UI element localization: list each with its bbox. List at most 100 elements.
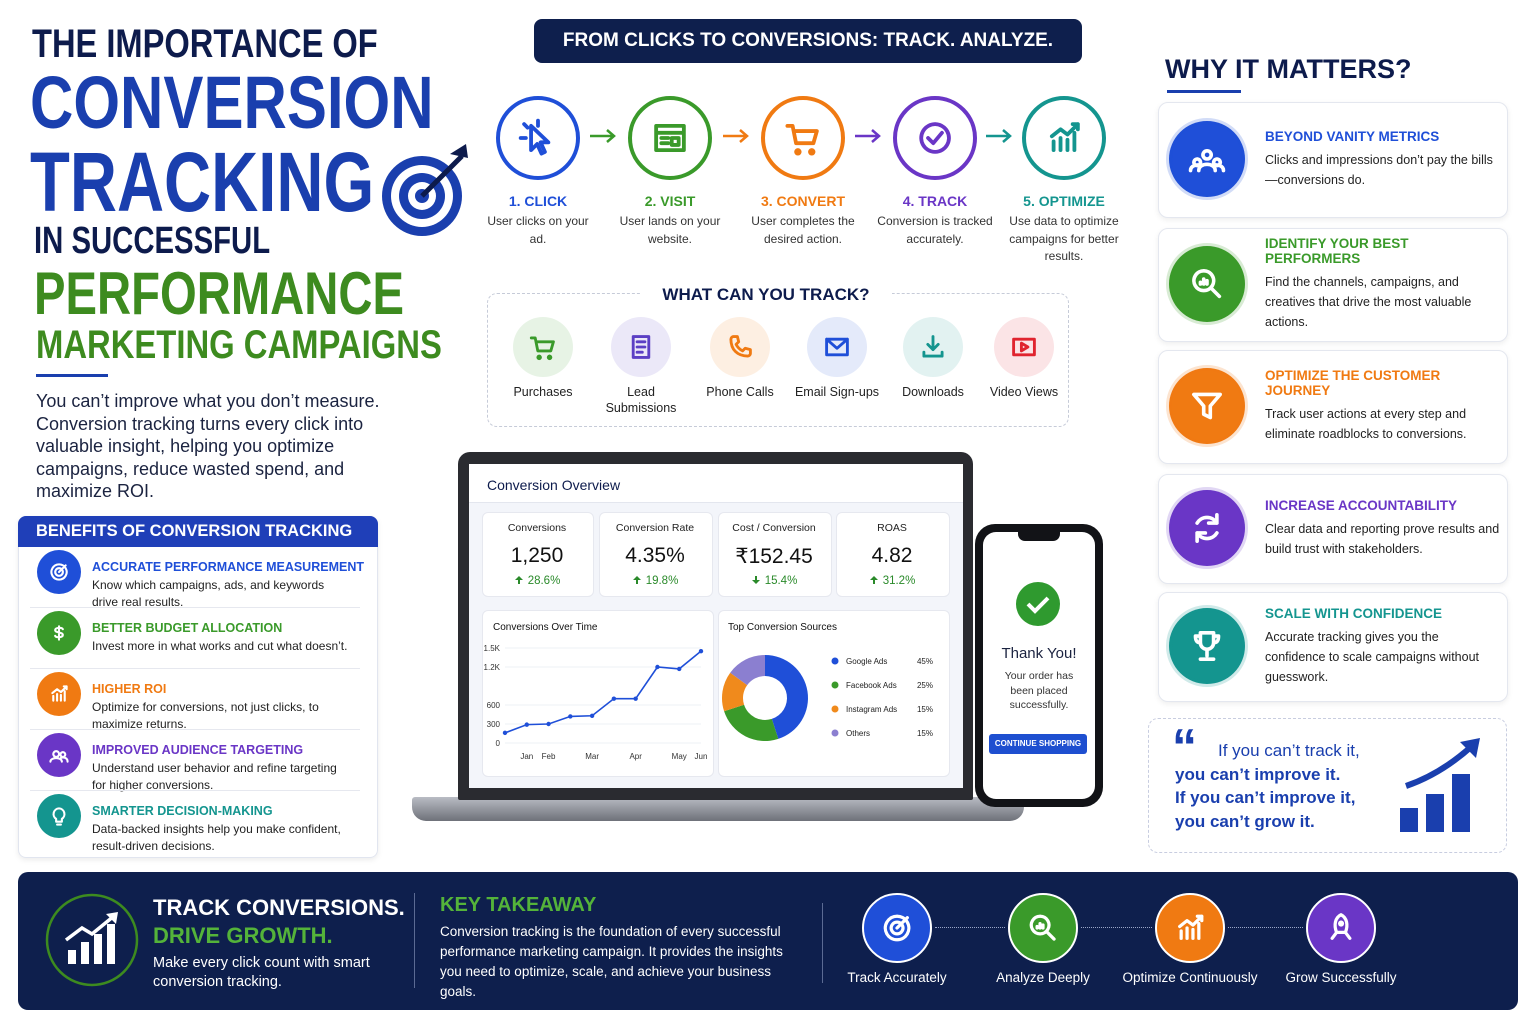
icon-glyph: [1192, 269, 1222, 299]
icon-glyph: [1192, 392, 1222, 420]
kpi-change: 19.8%: [645, 575, 679, 587]
footer-step-label: Grow Successfully: [1285, 970, 1397, 985]
icon-glyph: [50, 563, 68, 581]
point: [698, 648, 704, 654]
donut-chart: Top Conversion Sources Google Ads 45% Faceb…: [722, 622, 933, 741]
step-title: 5. OPTIMIZE: [1023, 193, 1105, 209]
quote-mark: “: [1172, 719, 1197, 775]
icon: [994, 317, 1054, 377]
icon: [710, 317, 770, 377]
step-text: User clicks on your ad.: [487, 214, 589, 246]
icon-circle: [1166, 487, 1248, 569]
footer-subtext: Make every click count with smart conver…: [153, 955, 370, 990]
separator: [30, 729, 360, 730]
icon-glyph: [1330, 913, 1352, 940]
quote-box: [1148, 718, 1507, 853]
separator: [30, 607, 360, 608]
icon-glyph: [51, 685, 68, 702]
chart-title: Top Conversion Sources: [728, 622, 837, 633]
track-label: Email Sign-ups: [794, 385, 880, 399]
kpi-value: 4.35%: [625, 544, 685, 567]
icon: [903, 317, 963, 377]
icon-glyph: [631, 335, 651, 359]
divider: [414, 893, 415, 988]
icon: [37, 794, 81, 838]
kpi-value: 4.82: [871, 544, 913, 567]
icon: [1166, 487, 1248, 569]
arrow: [590, 129, 616, 143]
arrow: [722, 129, 749, 143]
value-label: 45%: [917, 657, 933, 666]
flow-arrow: [855, 129, 881, 143]
laptop-base: [412, 797, 1024, 821]
icon-glyph: [49, 750, 69, 763]
icon: [611, 317, 671, 377]
icon-glyph: [729, 335, 752, 358]
title-line: MARKETING CAMPAIGNS: [36, 323, 442, 367]
icon-circle: [1022, 96, 1106, 180]
footer-headline: DRIVE GROWTH.: [153, 923, 333, 948]
legend-swatch: [831, 705, 839, 713]
icon-glyph: [1012, 337, 1036, 357]
line-card: [482, 610, 714, 777]
value-label: 25%: [917, 681, 933, 690]
continue-button[interactable]: CONTINUE SHOPPING: [989, 734, 1087, 754]
kpi-change: 31.2%: [882, 575, 916, 587]
point: [611, 696, 617, 701]
benefit-title: BETTER BUDGET ALLOCATION: [92, 621, 283, 635]
step-title: 2. VISIT: [644, 193, 696, 209]
kpi-card: [718, 512, 832, 597]
why-card-title: IDENTIFY YOUR BEST PERFORMERS: [1265, 236, 1409, 266]
growth-icon: [1400, 738, 1480, 832]
benefit-title: HIGHER ROI: [92, 682, 167, 696]
trend-arrow: [751, 576, 760, 584]
y-tick-label: 0: [496, 739, 501, 748]
icon-glyph: [518, 118, 551, 156]
benefit-title: IMPROVED AUDIENCE TARGETING: [92, 743, 304, 757]
chart-title: Conversions Over Time: [493, 622, 598, 633]
icon: [513, 317, 573, 377]
why-card-title: BEYOND VANITY METRICS: [1265, 128, 1440, 144]
x-tick-label: Jun: [695, 752, 708, 761]
point: [589, 713, 595, 718]
icon: [893, 96, 977, 180]
kpi-value: 1,250: [510, 544, 564, 567]
icon-circle: [37, 794, 81, 838]
x-tick-label: Jan: [520, 752, 533, 761]
why-text-block: BEYOND VANITY METRICS Clicks and impressi…: [1265, 102, 1501, 216]
point: [655, 664, 660, 670]
x-tick-label: May: [672, 752, 687, 761]
footer-bar: [18, 872, 1518, 1010]
why-text-block: OPTIMIZE THE CUSTOMER JOURNEY Track user …: [1265, 350, 1501, 462]
footer-step-label: Analyze Deeply: [996, 970, 1090, 985]
track-label: Video Views: [989, 385, 1059, 399]
arrow: [985, 129, 1012, 143]
separator: [30, 668, 360, 669]
track-label: Purchases: [513, 385, 573, 399]
footer-step-label: Optimize Continuously: [1122, 970, 1258, 985]
icon: [1022, 96, 1106, 180]
target-icon: [382, 144, 468, 236]
title-line: CONVERSION: [30, 61, 434, 144]
trend-arrow-path: [514, 576, 523, 584]
kpi-label: Conversion Rate: [615, 522, 695, 534]
kpi-label: Cost / Conversion: [732, 522, 816, 534]
flow-arrow: [985, 129, 1012, 143]
why-card-text: Clicks and impressions don’t pay the bil…: [1265, 152, 1493, 187]
footer-headline: TRACK CONVERSIONS.: [153, 895, 405, 920]
why-text-block: SCALE WITH CONFIDENCE Accurate tracking g…: [1265, 592, 1501, 700]
step-title: 3. CONVERT: [760, 193, 845, 209]
trend-arrow-path: [751, 576, 760, 584]
why-card-title: SCALE WITH CONFIDENCE: [1265, 605, 1442, 621]
check-icon: [1016, 582, 1060, 626]
separator: [30, 790, 360, 791]
flow-arrow: [590, 129, 616, 143]
icon: [761, 96, 845, 180]
why-text-block: IDENTIFY YOUR BEST PERFORMERS Find the ch…: [1265, 228, 1501, 340]
icon: [1166, 605, 1248, 687]
benefit-text: Understand user behavior and refine targ…: [92, 761, 337, 792]
icon: [37, 611, 81, 655]
dotted-connector: [935, 927, 1005, 928]
icon-circle: [37, 672, 81, 716]
icon: [1166, 365, 1248, 447]
